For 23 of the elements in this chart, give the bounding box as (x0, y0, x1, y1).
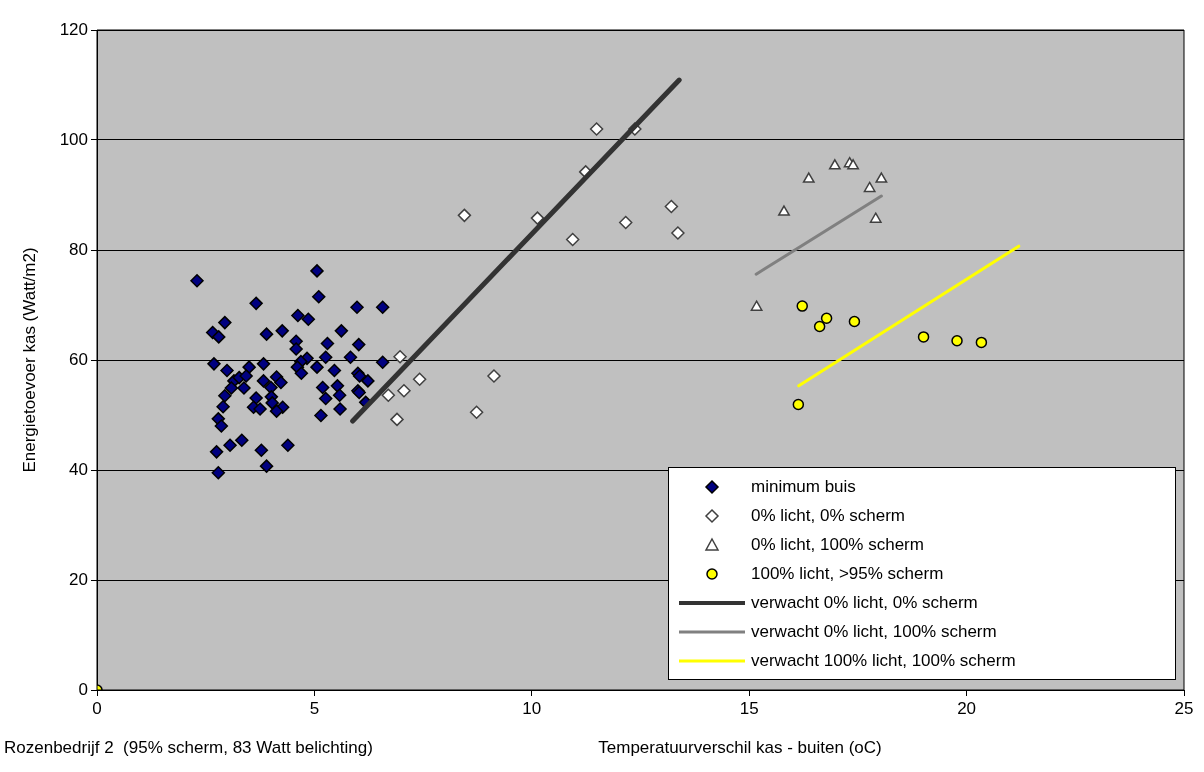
text: Rozenbedrijf 2 (95% scherm, 83 Watt belichting) (4, 738, 373, 758)
y-axis-title: Energietoevoer kas (Watt/m2) (20, 247, 40, 473)
legend-label: 100% licht, >95% scherm (751, 563, 944, 584)
x-tick-label: 10 (522, 698, 542, 718)
legend-label: verwacht 0% licht, 0% scherm (751, 592, 978, 613)
y-tick-label: 120 (59, 19, 88, 39)
x-tick-label: 25 (1174, 698, 1194, 718)
y-tick-label: 0 (78, 679, 88, 699)
y-tick-label: 100 (59, 129, 88, 149)
x-tick-label: 15 (739, 698, 759, 718)
x-tick-label: 0 (92, 698, 102, 718)
legend-label: 0% licht, 0% scherm (751, 505, 905, 526)
y-tick-label: 40 (69, 459, 88, 479)
legend-label: 0% licht, 100% scherm (751, 534, 924, 555)
x-axis-title: Temperatuurverschil kas - buiten (oC) (598, 738, 882, 758)
y-tick-label: 60 (69, 349, 88, 369)
x-tick-label: 20 (957, 698, 977, 718)
x-tick-label: 5 (309, 698, 320, 718)
legend-label: verwacht 100% licht, 100% scherm (751, 650, 1016, 671)
legend-label: verwacht 0% licht, 100% scherm (751, 621, 997, 642)
legend-label: minimum buis (751, 476, 856, 497)
y-tick-label: 20 (69, 569, 88, 589)
y-tick-label: 80 (69, 239, 88, 259)
